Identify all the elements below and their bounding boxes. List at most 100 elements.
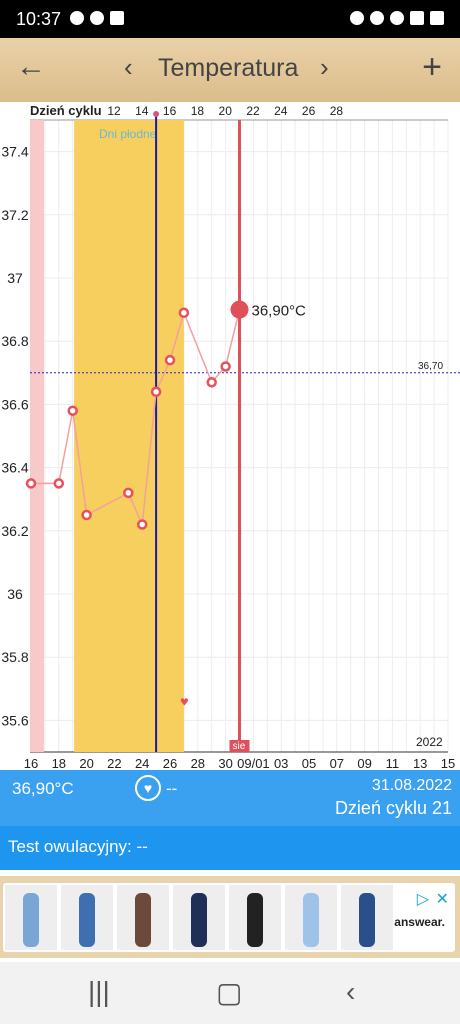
selected-date: 31.08.2022 <box>371 777 452 794</box>
month-marker-box <box>229 740 250 752</box>
y-tick-label: 37 <box>7 270 23 286</box>
y-tick-label: 36.2 <box>1 523 28 539</box>
status-icons-left <box>70 11 124 25</box>
data-point[interactable] <box>53 478 65 489</box>
mute-icon <box>350 11 364 25</box>
wifi-icon <box>370 11 384 25</box>
heart-icon[interactable]: ♥ <box>135 775 161 801</box>
data-point[interactable] <box>150 386 162 398</box>
x-tick-label: 24 <box>135 756 149 770</box>
temperature-chart[interactable]: Dni płodne 36,70 Dzień cyklu 12 14 16 18 20 2… <box>0 102 460 771</box>
x-tick-label: 30 <box>218 756 232 770</box>
data-point[interactable] <box>178 307 190 319</box>
x-tick-label: 09 <box>357 756 371 770</box>
page-title: Temperatura <box>158 54 299 82</box>
status-bar: 10:37 <box>0 0 460 38</box>
x-tick-label: 28 <box>191 756 205 770</box>
battery-icon <box>430 11 444 25</box>
y-tick-label: 36.8 <box>1 333 28 349</box>
status-icons-right <box>350 11 444 25</box>
ad-choices-icon[interactable]: ▷ <box>416 891 429 908</box>
ad-thumb-6[interactable] <box>285 885 337 950</box>
top-tick-label: 28 <box>330 104 344 118</box>
period-band <box>30 120 44 752</box>
ad-thumb-1[interactable] <box>5 885 57 950</box>
reference-label: 36,70 <box>418 361 443 372</box>
app-bar: ← ‹ Temperatura › + <box>0 38 460 102</box>
x-tick-label: 16 <box>24 756 38 770</box>
ovulation-test-label: Test owulacyjny: -- <box>8 837 148 856</box>
ovulation-dot <box>153 111 160 117</box>
top-tick-label: 12 <box>107 104 121 118</box>
arrow-left-icon[interactable]: ← <box>16 50 46 83</box>
call-icon <box>390 11 404 25</box>
ovulation-value: -- <box>166 779 178 798</box>
y-tick-label: 36.6 <box>1 396 28 412</box>
walking-icon <box>90 11 104 25</box>
current-temperature: 36,90°C <box>12 779 74 798</box>
heart-marker-icon: ♥ <box>180 697 189 708</box>
ad-thumb-7[interactable] <box>341 885 393 950</box>
data-point[interactable] <box>164 354 176 366</box>
data-point[interactable] <box>81 509 92 521</box>
y-tick-label: 37.4 <box>1 144 28 160</box>
fertile-label: Dni płodne <box>99 127 157 141</box>
fertile-band <box>74 120 184 752</box>
ad-thumb-3[interactable] <box>117 885 169 950</box>
data-point[interactable] <box>123 487 134 499</box>
ad-thumb-2[interactable] <box>61 885 113 950</box>
selected-point[interactable] <box>230 300 249 319</box>
notification-icon <box>70 11 84 25</box>
y-tick-label: 36 <box>7 586 23 602</box>
data-point[interactable] <box>136 519 148 530</box>
top-tick-label: 22 <box>246 104 260 118</box>
x-tick-label: 03 <box>274 756 288 770</box>
status-time: 10:37 <box>16 9 62 29</box>
top-tick-label: 24 <box>274 104 288 118</box>
recent-apps-icon[interactable]: ||| <box>88 976 110 1007</box>
x-tick-label: 26 <box>163 756 177 770</box>
data-point[interactable] <box>67 405 78 416</box>
x-tick-label: 09/01 <box>237 756 270 770</box>
ovulation-test-bar[interactable]: Test owulacyjny: -- <box>0 826 460 870</box>
x-tick-label: 07 <box>330 756 344 770</box>
data-point[interactable] <box>220 361 231 372</box>
top-tick-label: 14 <box>135 104 149 118</box>
ad-thumb-4[interactable] <box>173 885 225 950</box>
ad-bar: ▷ ✕ answear. <box>0 876 460 958</box>
ad-thumb-5[interactable] <box>229 885 281 950</box>
chevron-right-icon[interactable]: › <box>320 52 329 82</box>
home-icon[interactable]: ▢ <box>216 977 243 1008</box>
y-tick-label: 35.8 <box>1 649 28 665</box>
chart-svg[interactable]: Dni płodne 36,70 Dzień cyklu 12 14 16 18 20 2… <box>0 102 460 771</box>
top-tick-label: 26 <box>302 104 316 118</box>
x-tick-label: 13 <box>413 756 427 770</box>
month-marker-label: sie <box>233 741 246 752</box>
app-icon <box>110 11 124 25</box>
ad-banner[interactable]: ▷ ✕ answear. <box>3 883 455 952</box>
info-bar: 36,90°C ♥ -- 31.08.2022 Dzień cyklu 21 <box>0 770 460 826</box>
close-icon[interactable]: ✕ <box>435 891 449 908</box>
cycle-day: Dzień cyklu 21 <box>334 798 452 818</box>
x-tick-label: 18 <box>52 756 66 770</box>
x-tick-label: 05 <box>302 756 316 770</box>
data-point[interactable] <box>206 377 217 388</box>
y-tick-label: 37.2 <box>1 207 28 223</box>
back-icon[interactable]: ‹ <box>346 976 356 1007</box>
navigation-bar: ||| ▢ ‹ <box>0 962 460 1024</box>
x-tick-label: 15 <box>441 756 455 770</box>
year-label: 2022 <box>416 735 443 749</box>
top-tick-label: 18 <box>191 104 205 118</box>
x-tick-label: 11 <box>386 756 400 770</box>
y-tick-label: 35.6 <box>1 712 28 728</box>
selected-value-label: 36,90°C <box>252 303 307 320</box>
data-point[interactable] <box>25 478 37 489</box>
top-tick-label: 20 <box>219 104 233 118</box>
ad-brand: answear. <box>394 915 445 929</box>
chevron-left-icon[interactable]: ‹ <box>124 52 133 82</box>
x-tick-label: 22 <box>107 756 121 770</box>
top-axis-title: Dzień cyklu <box>30 103 102 118</box>
plus-icon[interactable]: + <box>422 48 442 86</box>
top-tick-label: 16 <box>163 104 177 118</box>
y-tick-label: 36.4 <box>1 460 28 476</box>
